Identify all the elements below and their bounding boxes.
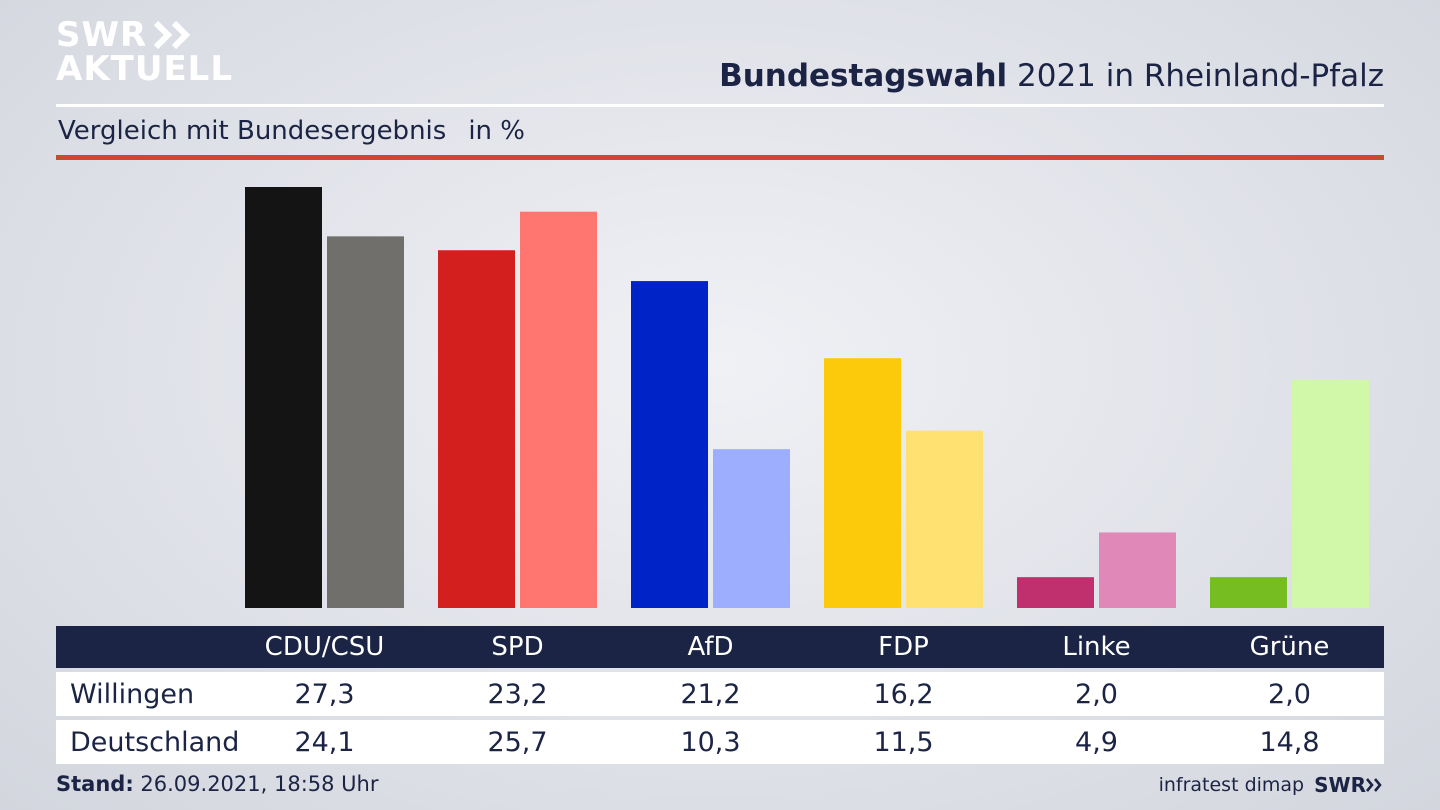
source-credit: infratest dimap SWR	[1159, 773, 1384, 797]
subtitle-text: Vergleich mit Bundesergebnis	[58, 116, 447, 146]
swr-brand: SWR	[1314, 773, 1384, 797]
row-label-willingen: Willingen	[70, 678, 195, 710]
column-header-afd: AfD	[687, 632, 734, 662]
title-divider	[56, 104, 1384, 107]
bar-cdu-csu-deutschland	[327, 236, 404, 608]
timestamp: Stand: 26.09.2021, 18:58 Uhr	[56, 772, 379, 796]
results-table: CDU/CSU SPD AfD FDP Linke Grüne Willingen 27,…	[56, 626, 1384, 764]
bar-spd-deutschland	[520, 211, 597, 608]
bar-spd-willingen	[438, 250, 515, 608]
chart-subtitle: Vergleich mit Bundesergebnis in %	[58, 116, 525, 146]
subtitle-unit: in %	[468, 116, 525, 146]
value-cell-spd: 23,2	[487, 678, 548, 710]
subtitle-divider	[56, 155, 1384, 160]
value-cell-afd: 21,2	[680, 678, 741, 710]
row-label-deutschland: Deutschland	[70, 726, 240, 758]
value-cell-cdu-csu: 27,3	[294, 678, 355, 710]
table-row: Willingen 27,3 23,2 21,2 16,2 2,0 2,0	[56, 672, 1384, 716]
double-chevron-icon	[154, 21, 191, 49]
logo-line2: AKTUELL	[56, 49, 234, 89]
value-cell-cdu-csu: 24,1	[294, 726, 355, 758]
bar-gr-ne-deutschland	[1292, 379, 1369, 608]
stand-label: Stand:	[56, 772, 134, 796]
value-cell-gr-ne: 14,8	[1259, 726, 1320, 758]
value-cell-fdp: 16,2	[873, 678, 934, 710]
source-text: infratest dimap	[1158, 774, 1305, 796]
chart-title: Bundestagswahl 2021 in Rheinland-Pfalz	[719, 58, 1384, 94]
value-cell-gr-ne: 2,0	[1268, 678, 1311, 710]
bar-afd-deutschland	[713, 449, 790, 608]
column-header-spd: SPD	[491, 632, 544, 662]
stand-value: 26.09.2021, 18:58 Uhr	[133, 772, 379, 796]
value-cell-fdp: 11,5	[873, 726, 934, 758]
bar-chart	[245, 187, 1369, 608]
value-cell-spd: 25,7	[487, 726, 548, 758]
bar-gr-ne-willingen	[1210, 577, 1287, 608]
bar-linke-deutschland	[1099, 532, 1176, 608]
column-header-linke: Linke	[1062, 632, 1131, 662]
bar-fdp-willingen	[824, 358, 901, 608]
title-bold: Bundestagswahl	[719, 58, 1008, 94]
logo-line1: SWR	[56, 15, 148, 55]
bar-linke-willingen	[1017, 577, 1094, 608]
value-cell-linke: 4,9	[1075, 726, 1118, 758]
table-row: Deutschland 24,1 25,7 10,3 11,5 4,9 14,8	[56, 720, 1384, 764]
brand-text: SWR	[1314, 773, 1366, 797]
title-rest: 2021 in Rheinland-Pfalz	[1007, 58, 1384, 94]
value-cell-afd: 10,3	[680, 726, 741, 758]
swr-aktuell-logo: SWR AKTUELL	[56, 18, 233, 86]
column-header-fdp: FDP	[878, 632, 929, 662]
bar-cdu-csu-willingen	[245, 187, 322, 608]
column-header-cdu-csu: CDU/CSU	[264, 632, 385, 662]
column-header-gr-ne: Grüne	[1249, 632, 1330, 662]
value-cell-linke: 2,0	[1075, 678, 1118, 710]
double-chevron-icon	[1366, 778, 1382, 792]
bar-fdp-deutschland	[906, 430, 983, 608]
bar-afd-willingen	[631, 281, 708, 608]
table-header-row: CDU/CSU SPD AfD FDP Linke Grüne	[56, 626, 1384, 668]
